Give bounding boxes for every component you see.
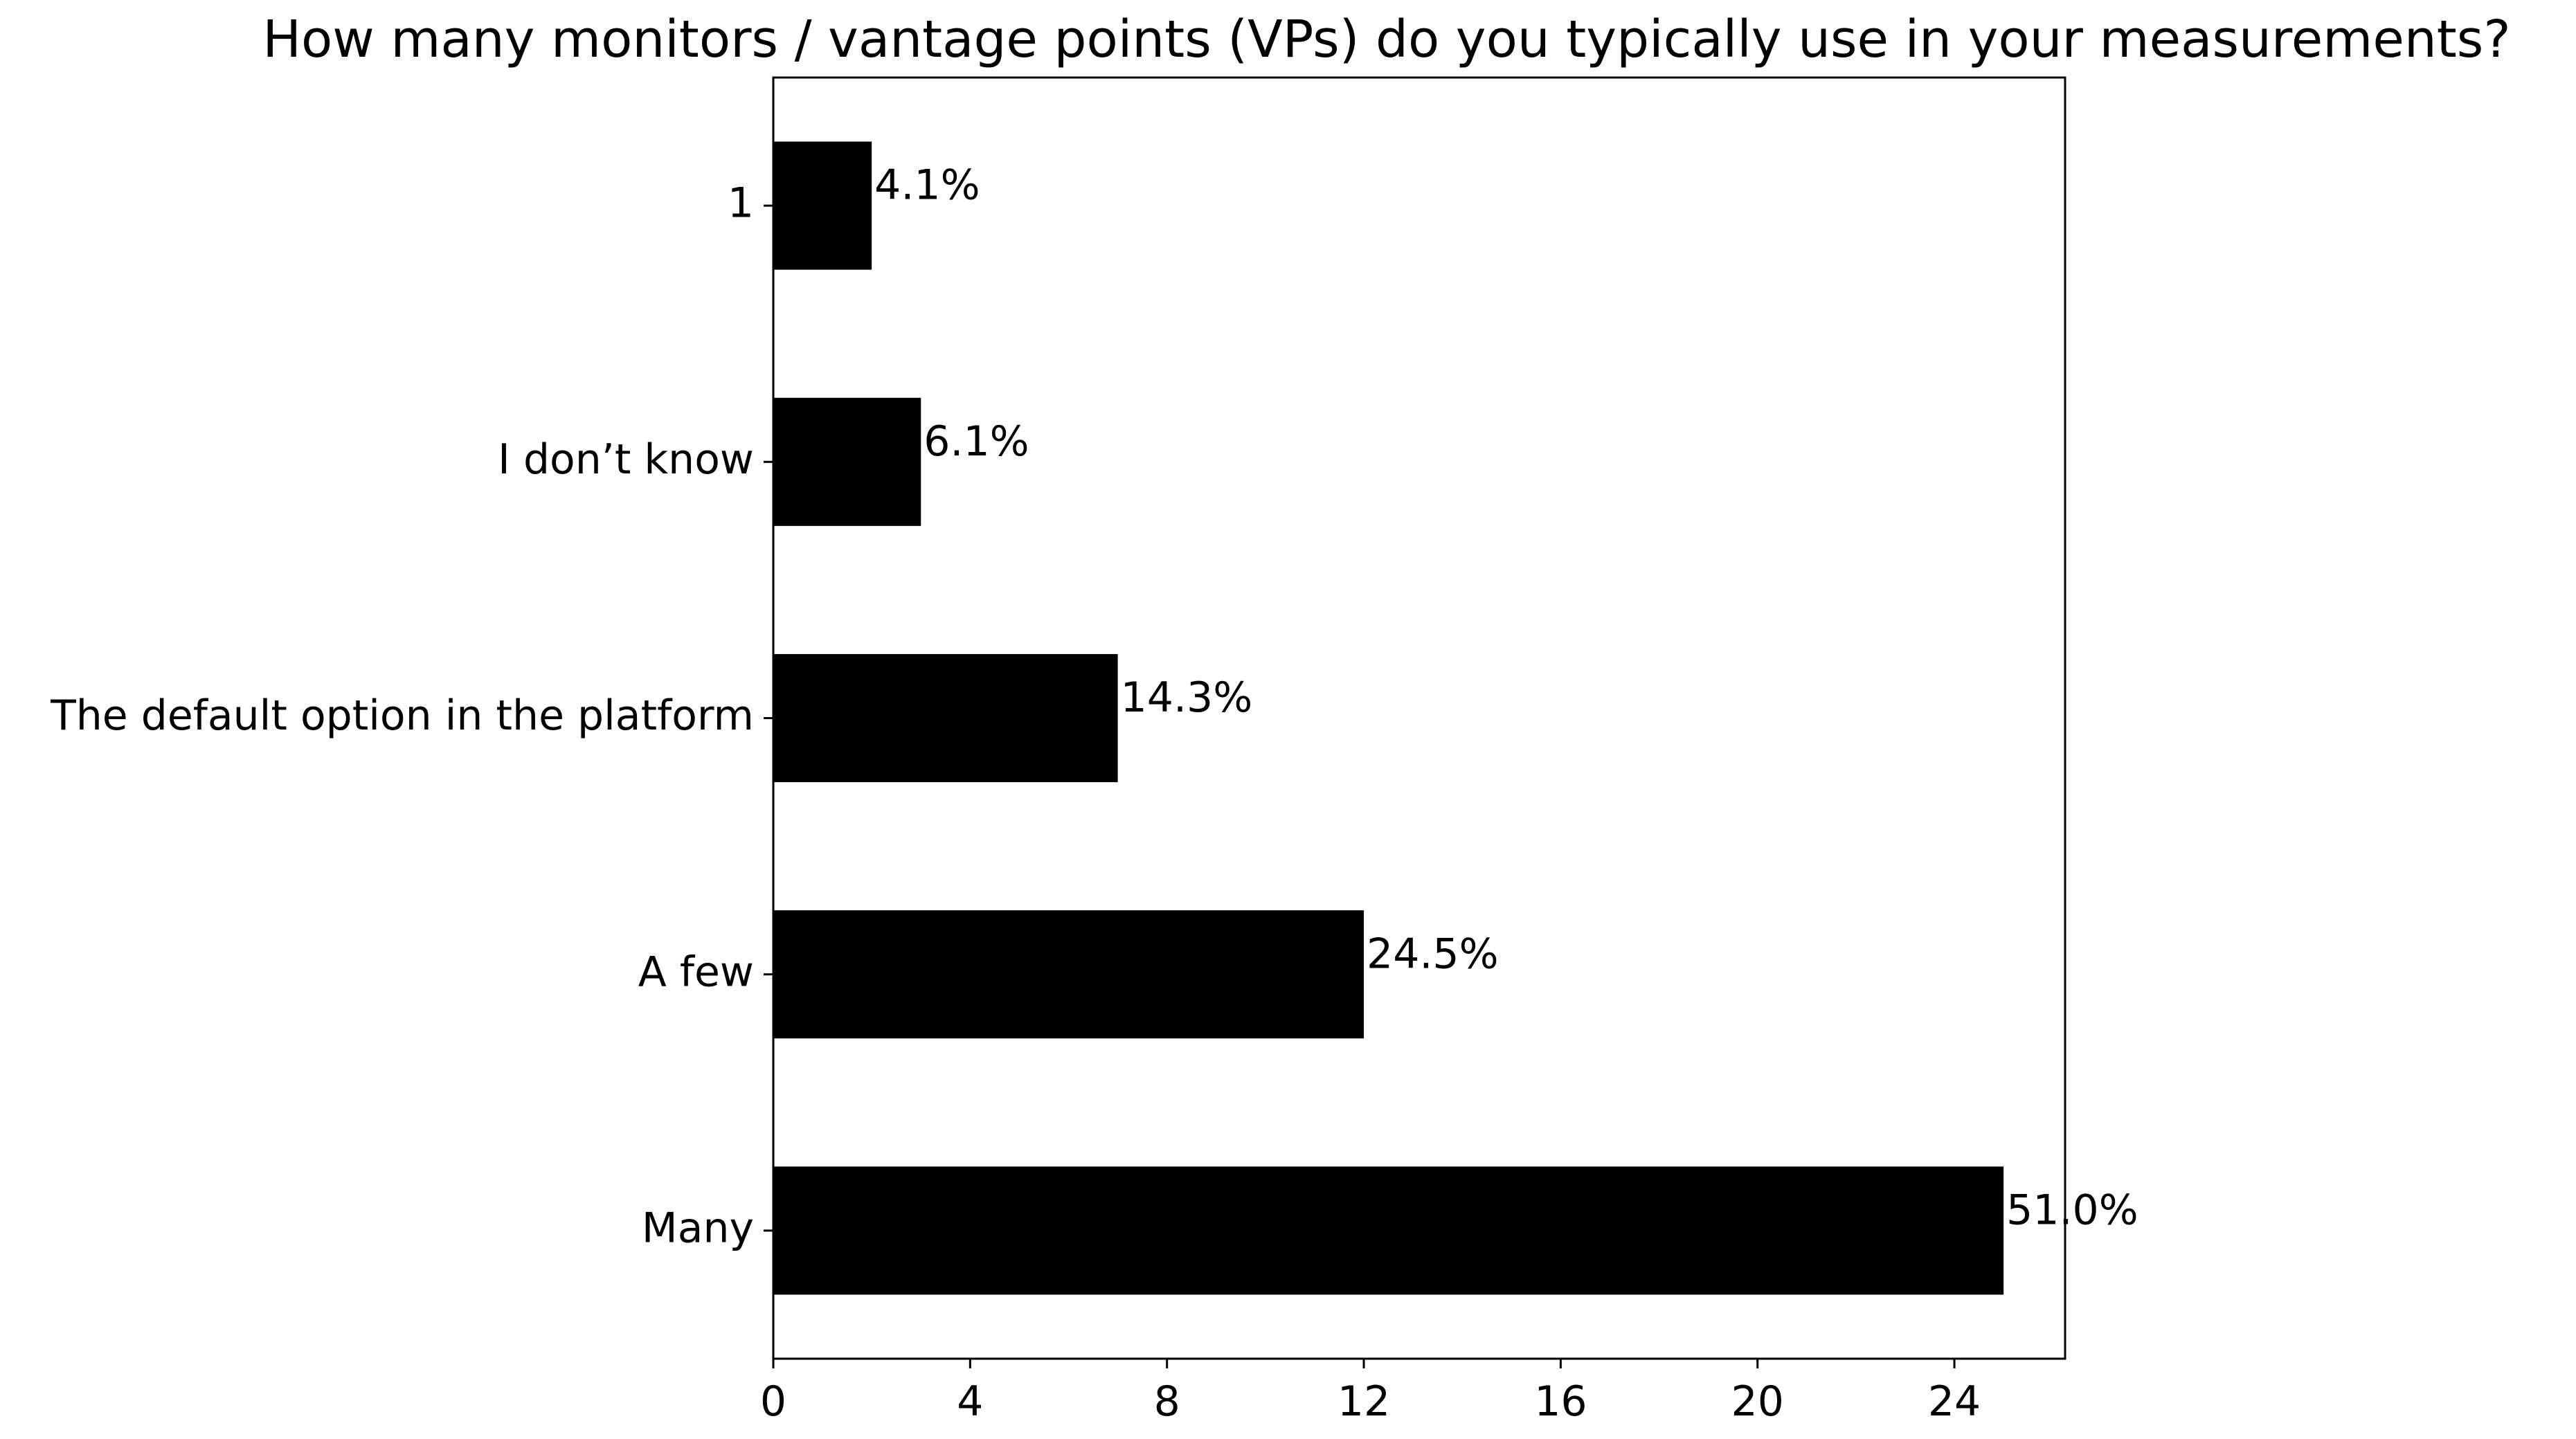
- x-axis-ticks: 0 4 8 12 16 20 24: [760, 1359, 1981, 1426]
- bar: [773, 653, 1118, 783]
- y-tick-label: 1: [728, 179, 754, 228]
- bar: [773, 397, 921, 526]
- data-label: 24.5%: [1367, 930, 1499, 978]
- y-tick-label: I don’t know: [498, 435, 754, 484]
- x-tick-label: 8: [1154, 1377, 1180, 1426]
- data-label: 51.0%: [2006, 1186, 2138, 1234]
- bar: [773, 1166, 2004, 1295]
- x-tick-label: 0: [760, 1377, 786, 1426]
- chart-title: How many monitors / vantage points (VPs)…: [262, 10, 2510, 69]
- plot-area-frame: [772, 76, 2066, 1360]
- y-tick-label: A few: [638, 948, 754, 996]
- data-label: 4.1%: [874, 161, 980, 210]
- bar: [773, 910, 1364, 1039]
- data-label: 14.3%: [1121, 673, 1253, 722]
- bars-layer: 4.1% 6.1% 14.3% 24.5% 51.0%: [773, 141, 2138, 1295]
- bar: [773, 141, 872, 270]
- x-tick-label: 24: [1928, 1377, 1981, 1426]
- x-tick-label: 12: [1337, 1377, 1390, 1426]
- x-tick-label: 16: [1534, 1377, 1587, 1426]
- x-tick-label: 4: [957, 1377, 983, 1426]
- y-tick-label: Many: [642, 1204, 754, 1252]
- y-tick-label: The default option in the platform: [50, 691, 754, 740]
- y-axis-ticks: 1 I don’t know The default option in the p…: [50, 179, 773, 1252]
- x-tick-label: 20: [1731, 1377, 1784, 1426]
- data-label: 6.1%: [924, 417, 1029, 466]
